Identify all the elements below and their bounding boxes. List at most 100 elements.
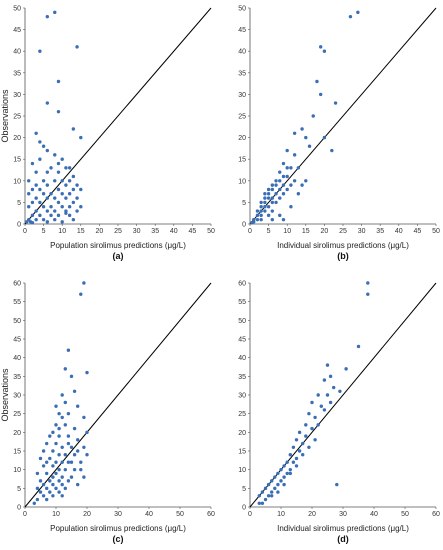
data-point: [76, 482, 80, 487]
data-point: [57, 467, 61, 472]
data-point: [300, 127, 304, 131]
data-point: [79, 467, 83, 472]
data-point: [71, 187, 76, 192]
data-point: [38, 456, 43, 461]
data-point: [64, 183, 68, 187]
data-point: [30, 200, 35, 205]
data-point: [292, 131, 297, 135]
data-point: [48, 479, 52, 483]
data-point: [51, 482, 55, 487]
data-point: [325, 363, 330, 367]
data-point: [48, 434, 52, 438]
data-point: [66, 441, 71, 446]
data-point: [63, 453, 67, 457]
x-tick-label: 20: [308, 511, 316, 518]
data-point: [67, 166, 72, 170]
data-point: [56, 187, 61, 192]
data-point: [49, 213, 53, 218]
y-tick-label: 40: [13, 49, 21, 56]
y-tick-label: 10: [238, 467, 246, 474]
y-tick-label: 5: [242, 486, 246, 493]
data-point: [296, 166, 301, 170]
x-tick-label: 10: [52, 511, 60, 518]
data-point: [313, 415, 317, 420]
y-tick-label: 15: [238, 157, 246, 164]
data-point: [281, 217, 286, 222]
y-tick-label: 25: [13, 114, 21, 121]
data-point: [56, 161, 61, 166]
data-point: [322, 49, 327, 53]
data-point: [35, 486, 40, 491]
data-point: [60, 192, 64, 196]
data-point: [276, 490, 280, 494]
data-point: [255, 209, 260, 213]
data-point: [79, 460, 83, 464]
data-point: [38, 49, 42, 53]
data-point: [56, 79, 61, 84]
data-point: [304, 423, 308, 427]
y-tick-label: 45: [13, 337, 21, 344]
data-point: [60, 393, 64, 397]
y-tick-label: 15: [13, 157, 21, 164]
data-point: [281, 192, 286, 196]
data-point: [288, 467, 292, 472]
y-tick-label: 10: [13, 467, 21, 474]
data-point: [53, 209, 57, 213]
y-tick-label: 35: [238, 374, 246, 381]
data-point: [257, 501, 261, 505]
y-tick-label: 20: [238, 430, 246, 437]
data-point: [38, 213, 42, 218]
y-tick-label: 50: [13, 6, 21, 13]
y-tick-label: 5: [17, 200, 21, 207]
data-point: [54, 486, 58, 491]
y-axis-label: Observations: [0, 368, 10, 422]
x-tick-label: 5: [42, 228, 46, 235]
data-point: [30, 187, 35, 192]
data-point: [288, 471, 292, 476]
data-point: [27, 205, 31, 209]
data-point: [38, 157, 42, 161]
data-point: [41, 482, 46, 487]
data-point: [266, 187, 271, 192]
data-point: [316, 393, 320, 397]
data-point: [328, 374, 333, 379]
data-point: [56, 170, 61, 174]
x-tick-label: 60: [207, 511, 215, 518]
data-point: [41, 192, 46, 196]
data-point: [266, 192, 271, 196]
data-point: [53, 179, 57, 183]
x-tick-label: 50: [401, 511, 409, 518]
data-point: [85, 453, 89, 457]
data-point: [53, 10, 57, 15]
data-point: [296, 192, 301, 196]
data-point: [76, 404, 80, 408]
data-point: [270, 187, 275, 192]
data-point: [273, 475, 277, 479]
data-point: [45, 460, 49, 464]
data-point: [285, 460, 289, 464]
data-point: [32, 501, 36, 505]
data-point: [30, 221, 35, 225]
data-point: [30, 161, 35, 166]
data-point: [54, 423, 58, 427]
data-point: [79, 205, 83, 209]
data-point: [285, 166, 289, 170]
data-point: [51, 475, 55, 479]
data-point: [266, 482, 271, 487]
data-point: [72, 426, 77, 431]
y-tick-label: 30: [13, 393, 21, 400]
data-point: [54, 441, 58, 446]
data-point: [27, 192, 31, 196]
data-point: [38, 479, 43, 483]
data-point: [66, 348, 71, 352]
data-point: [66, 460, 71, 464]
data-point: [76, 438, 80, 442]
data-point: [255, 217, 260, 222]
x-tick-label: 60: [432, 511, 440, 518]
data-point: [366, 281, 370, 285]
data-point: [304, 135, 308, 140]
data-point: [85, 430, 89, 435]
data-point: [45, 170, 50, 174]
data-point: [319, 404, 323, 408]
data-point: [64, 196, 68, 200]
